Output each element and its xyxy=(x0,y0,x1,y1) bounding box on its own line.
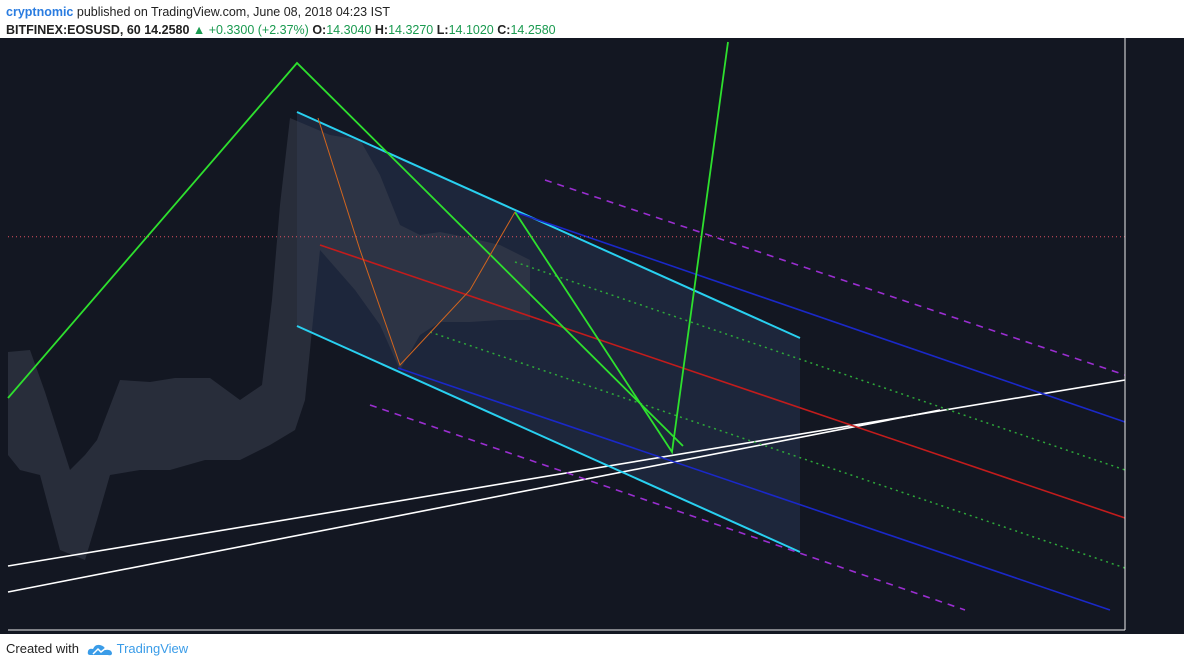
price-axis xyxy=(1125,38,1184,634)
footer: Created with TradingView xyxy=(6,641,188,657)
header-line-2: BITFINEX:EOSUSD, 60 14.2580 ▲ +0.3300 (+… xyxy=(6,21,556,39)
pitchfork-outer xyxy=(369,404,966,611)
wave-line xyxy=(514,41,729,455)
h-label: H: xyxy=(374,23,389,37)
tradingview-link[interactable]: TradingView xyxy=(116,641,189,656)
header: cryptnomic published on TradingView.com,… xyxy=(6,3,556,39)
symbol: BITFINEX:EOSUSD, 60 xyxy=(6,23,141,37)
channel-line xyxy=(296,111,801,339)
chart xyxy=(0,38,1184,634)
c-label: C: xyxy=(497,23,511,37)
channel-line xyxy=(296,325,801,553)
trend-line xyxy=(7,409,941,593)
drawings xyxy=(7,41,1126,611)
c-value: 14.2580 xyxy=(510,23,556,37)
l-value: 14.1020 xyxy=(448,23,494,37)
wave-line xyxy=(7,61,684,447)
last-value: 14.2580 xyxy=(144,23,190,37)
pitchfork-outer xyxy=(544,179,1126,376)
o-label: O: xyxy=(312,23,327,37)
wave-line-minor xyxy=(317,117,516,366)
author[interactable]: cryptnomic xyxy=(6,5,74,19)
l-label: L: xyxy=(436,23,449,37)
tv-logo xyxy=(87,644,112,655)
cloud-band xyxy=(8,118,530,560)
pitchfork-median xyxy=(319,244,1126,519)
published-text: published on TradingView.com, June 08, 2… xyxy=(76,5,391,19)
change: ▲ +0.3300 (+2.37%) xyxy=(192,23,309,37)
pitchfork-inner xyxy=(429,331,1126,569)
h-value: 14.3270 xyxy=(388,23,434,37)
pitchfork-line xyxy=(514,211,1126,423)
pitchfork-line xyxy=(397,367,1111,611)
o-value: 14.3040 xyxy=(326,23,372,37)
header-line-1: cryptnomic published on TradingView.com,… xyxy=(6,3,556,21)
created-with: Created with xyxy=(6,641,79,656)
